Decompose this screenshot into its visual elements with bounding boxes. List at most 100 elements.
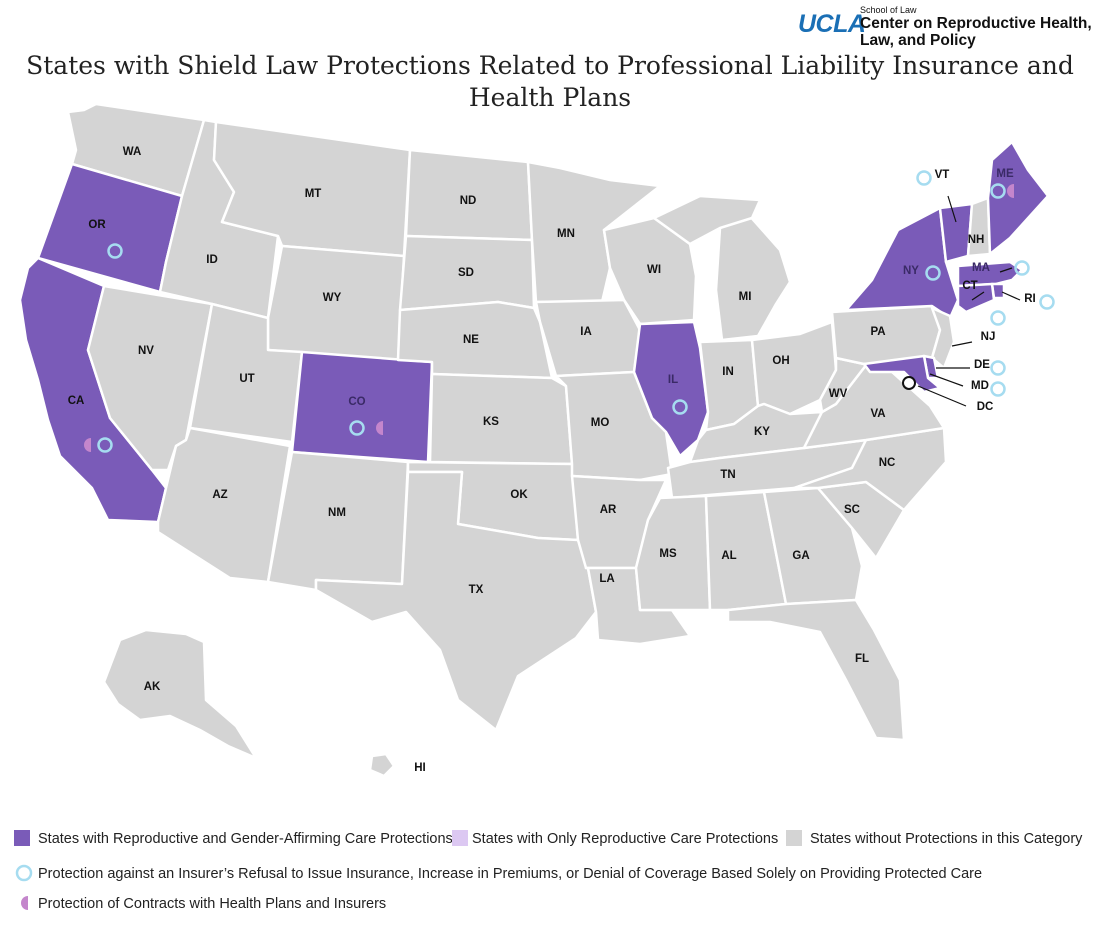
state-label-CA: CA [68, 395, 85, 407]
state-label-UT: UT [239, 373, 254, 385]
state-label-MA: MA [972, 262, 990, 274]
insurer-refusal-marker-CO [349, 420, 365, 436]
light-blue-circle-icon [15, 864, 33, 882]
state-label-MD: MD [971, 380, 989, 392]
state-label-SC: SC [844, 504, 860, 516]
state-label-NV: NV [138, 345, 154, 357]
insurer-refusal-marker-OR [107, 243, 123, 259]
contracts-marker-CO [376, 421, 383, 435]
state-label-MS: MS [659, 548, 677, 560]
state-label-AR: AR [600, 504, 617, 516]
logo-center-line2: Law, and Policy [860, 32, 976, 49]
state-label-IA: IA [580, 326, 592, 338]
state-label-CO: CO [348, 396, 365, 408]
insurer-refusal-marker-NY [925, 265, 941, 281]
contracts-marker-CA [84, 438, 91, 452]
insurer-refusal-marker-DE [990, 360, 1006, 376]
state-label-IL: IL [668, 374, 678, 386]
state-label-SD: SD [458, 267, 474, 279]
legend-label-repro-only: States with Only Reproductive Care Prote… [472, 831, 779, 847]
state-NH [966, 196, 992, 258]
state-label-TN: TN [720, 469, 735, 481]
insurer-refusal-marker-VT [916, 170, 932, 186]
protection-markers [84, 170, 1055, 453]
state-label-MT: MT [305, 188, 322, 200]
state-label-ME: ME [996, 168, 1014, 180]
state-FL [726, 598, 906, 742]
legend-swatch-repro-only [452, 830, 468, 846]
legend-label-contracts: Protection of Contracts with Health Plan… [38, 896, 387, 912]
state-labels-layer: WA OR CA NV ID MT WY UT AZ CO NM ND SD NE KS OK TX MN IA MO… [68, 146, 1036, 774]
leader-line-NJ [951, 341, 973, 347]
state-label-GA: GA [792, 550, 809, 562]
insurer-refusal-marker-IL [672, 399, 688, 415]
insurer-refusal-marker-ME [990, 183, 1006, 199]
state-label-DC: DC [977, 401, 994, 413]
state-label-OR: OR [88, 219, 106, 231]
state-label-HI: HI [414, 762, 426, 774]
leader-line-VT [947, 195, 957, 223]
contracts-marker-ME [1007, 184, 1014, 198]
legend-swatch-repro-and-gender [14, 830, 30, 846]
insurer-refusal-marker-MD [990, 381, 1006, 397]
state-label-AK: AK [144, 681, 161, 693]
state-label-NM: NM [328, 507, 346, 519]
legend-label-insurer-refusal: Protection against an Insurer’s Refusal … [38, 866, 983, 882]
state-label-IN: IN [722, 366, 734, 378]
dc-marker [902, 376, 916, 390]
state-label-MI: MI [739, 291, 752, 303]
legend-item-repro-only: States with Only Reproductive Care Prote… [452, 830, 778, 847]
state-label-AL: AL [721, 550, 736, 562]
state-label-NY: NY [903, 265, 919, 277]
legend-item-insurer-refusal: Protection against an Insurer’s Refusal … [14, 863, 982, 883]
state-label-ND: ND [460, 195, 477, 207]
leader-line-MA [999, 267, 1013, 273]
state-label-LA: LA [599, 573, 614, 585]
state-IL [632, 320, 710, 458]
state-label-KY: KY [754, 426, 770, 438]
state-AZ [156, 426, 292, 584]
legend-label-no-protection: States without Protections in this Categ… [810, 831, 1083, 847]
state-AK [102, 628, 258, 760]
logo-school-text: School of Law [860, 5, 917, 15]
state-label-VT: VT [935, 169, 950, 181]
state-label-DE: DE [974, 359, 990, 371]
legend-swatch-no-protection [786, 830, 802, 846]
leader-line-MD [929, 373, 964, 387]
state-label-WI: WI [647, 264, 661, 276]
insurer-refusal-marker-MA [1014, 260, 1030, 276]
state-label-MN: MN [557, 228, 575, 240]
state-label-OK: OK [510, 489, 528, 501]
insurer-refusal-marker-CT [990, 310, 1006, 326]
logo-center-text: Center on Reproductive Health, Law, and … [860, 15, 1092, 49]
state-label-MO: MO [591, 417, 610, 429]
leader-line-RI [1001, 291, 1021, 301]
state-MI-UP [652, 194, 762, 246]
state-label-PA: PA [870, 326, 885, 338]
logo-center-line1: Center on Reproductive Health, [860, 15, 1092, 32]
state-NM [266, 450, 410, 592]
legend-label-repro-and-gender: States with Reproductive and Gender-Affi… [38, 831, 453, 847]
state-label-WA: WA [123, 146, 142, 158]
state-MI [714, 212, 792, 342]
legend-item-no-protection: States without Protections in this Categ… [786, 830, 1082, 847]
legend-item-repro-and-gender: States with Reproductive and Gender-Affi… [14, 830, 453, 847]
logo-ucla-text: UCLA [798, 10, 866, 38]
state-ME [986, 140, 1050, 256]
state-label-NC: NC [879, 457, 896, 469]
leader-line-DC [917, 385, 967, 407]
state-label-NE: NE [463, 334, 479, 346]
state-KS [428, 372, 574, 466]
state-label-VA: VA [870, 408, 885, 420]
state-label-TX: TX [469, 584, 484, 596]
state-IA [534, 298, 642, 378]
state-MD [862, 354, 942, 394]
insurer-refusal-marker-RI [1039, 294, 1055, 310]
half-circle-icon [21, 896, 28, 910]
state-HI [368, 752, 396, 778]
states-layer [18, 102, 1050, 778]
state-label-AZ: AZ [212, 489, 227, 501]
state-label-NJ: NJ [981, 331, 996, 343]
state-label-OH: OH [772, 355, 789, 367]
ucla-logo: UCLA School of Law Center on Reproductiv… [798, 4, 1094, 50]
